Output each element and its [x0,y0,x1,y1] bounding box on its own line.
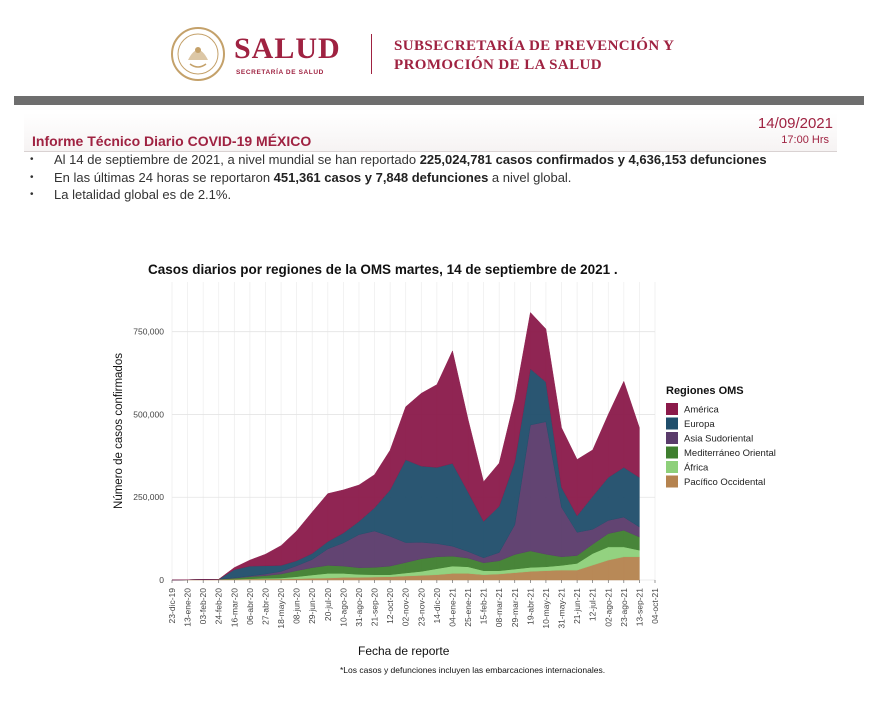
x-tick-label: 13-ene-20 [183,588,193,627]
x-tick-label: 19-abr-21 [525,588,535,625]
chart-title: Casos diarios por regiones de la OMS mar… [148,262,618,277]
x-tick-label: 23-dic-19 [167,588,177,624]
series-area-américa [171,311,640,581]
x-tick-label: 10-ago-20 [338,588,348,627]
x-tick-label: 02-nov-20 [401,588,411,627]
x-tick-label: 18-may-20 [276,588,286,629]
x-tick-label: 29-mar-21 [510,588,520,627]
report-time: 17:00 Hrs [781,134,829,146]
legend-label: Pacífico Occidental [684,477,765,488]
x-tick-label: 06-abr-20 [245,588,255,625]
x-tick-label: 23-nov-20 [416,588,426,627]
subsecretaria-line-1: SUBSECRETARÍA DE PREVENCIÓN Y [394,38,675,54]
x-tick-label: 12-jul-21 [588,588,598,621]
subsecretaria-line-2: PROMOCIÓN DE LA SALUD [394,57,602,73]
x-tick-label: 04-oct-21 [650,588,660,624]
x-axis-label: Fecha de reporte [358,644,450,658]
x-tick-label: 14-dic-20 [432,588,442,624]
x-tick-label: 15-feb-21 [479,588,489,625]
legend-label: África [684,463,709,474]
brand-name: SALUD [234,32,341,65]
x-tick-label: 04-ene-21 [447,588,457,627]
x-tick-label: 03-feb-20 [198,588,208,625]
x-tick-label: 21-jun-21 [572,588,582,624]
report-title: Informe Técnico Diario COVID-19 MÉXICO [32,133,312,149]
report-band: Informe Técnico Diario COVID-19 MÉXICO 1… [24,113,837,152]
legend-swatch [666,432,678,444]
x-tick-label: 16-mar-20 [229,588,239,627]
x-tick-label: 24-feb-20 [214,588,224,625]
y-tick-label: 0 [159,575,164,585]
x-tick-label: 08-mar-21 [494,588,504,627]
legend-label: Europa [684,419,715,430]
legend-swatch [666,446,678,459]
x-tick-label: 29-jun-20 [307,588,317,624]
x-tick-label: 08-jun-20 [292,588,302,624]
y-axis-label: Número de casos confirmados [113,353,125,509]
x-tick-label: 10-may-21 [541,588,551,629]
x-tick-label: 13-sep-21 [634,588,644,627]
brand-subtitle: SECRETARÍA DE SALUD [236,69,324,76]
legend-label: América [684,405,720,416]
x-tick-label: 23-ago-21 [619,588,629,627]
x-tick-label: 21-sep-20 [370,588,380,627]
summary-bullet: Al 14 de septiembre de 2021, a nivel mun… [30,152,850,168]
summary-bullet: En las últimas 24 horas se reportaron 45… [30,170,850,186]
x-tick-label: 02-ago-21 [603,588,613,627]
header-separator-bar [14,96,864,105]
x-tick-label: 20-jul-20 [323,588,333,621]
y-tick-label: 750,000 [133,327,164,337]
legend-swatch [666,417,678,430]
x-tick-label: 27-abr-20 [260,588,270,625]
x-tick-label: 31-ago-20 [354,588,364,627]
legend-label: Mediterráneo Oriental [684,448,776,459]
y-tick-label: 250,000 [133,492,164,502]
chart-footnote: *Los casos y defunciones incluyen las em… [340,665,606,675]
summary-bullet: La letalidad global es de 2.1%. [30,187,850,203]
page-header: SALUD SECRETARÍA DE SALUD SUBSECRETARÍA … [0,22,889,84]
y-tick-label: 500,000 [133,409,164,419]
x-tick-label: 25-ene-21 [463,588,473,627]
stacked-area-chart: 0 250,000 500,000 750,000 23-dic-19 13-ene-20… [113,282,776,629]
legend-swatch [666,475,678,488]
header-divider [371,34,372,74]
subsecretaria-title: SUBSECRETARÍA DE PREVENCIÓN Y PROMOCIÓN … [394,37,674,75]
legend-swatch [666,403,678,415]
mexico-seal-logo [171,27,225,81]
x-tick-label: 12-oct-20 [385,588,395,624]
x-tick-label: 31-may-21 [557,588,567,629]
legend-label: Asia Sudoriental [684,434,753,445]
report-date: 14/09/2021 [757,115,833,132]
legend-swatch [666,461,678,473]
legend-title: Regiones OMS [666,385,744,397]
summary-bullets: Al 14 de septiembre de 2021, a nivel mun… [30,152,850,205]
